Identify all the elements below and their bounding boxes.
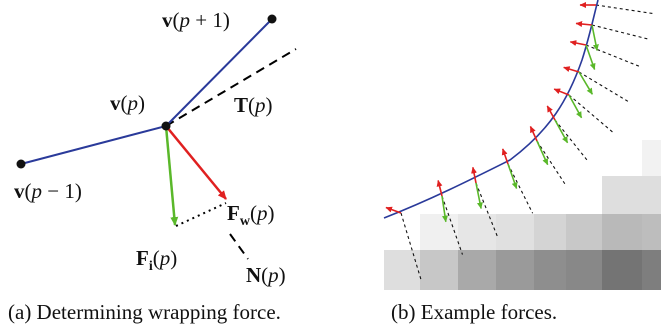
caption-panel-b: (b) Example forces. <box>391 300 558 324</box>
wrapping-force-arrow <box>165 125 227 200</box>
normal-guide <box>595 4 656 15</box>
label-wrapping-force: Fw(p) <box>227 201 274 229</box>
wrapping-force-vector <box>436 179 443 197</box>
pixel-block <box>534 250 566 290</box>
pixel-block <box>458 250 496 290</box>
panel-a-diagram: v(p + 1) v(p) T(p) v(p − 1) Fw(p) Fi(p) … <box>14 8 297 287</box>
normal-guide <box>578 71 631 104</box>
grayscale-image-background <box>384 140 661 290</box>
label-v-prev: v(p − 1) <box>14 179 82 203</box>
contour-segment-next <box>165 18 273 127</box>
vertex-current-point <box>161 121 171 131</box>
pixel-block <box>642 250 661 290</box>
normal-guide <box>400 212 423 283</box>
normal-guide <box>507 163 534 214</box>
pixel-block <box>496 250 534 290</box>
internal-force-vector <box>554 119 569 144</box>
internal-force-vector <box>568 94 583 119</box>
pixel-block <box>458 214 496 250</box>
normal-guide-lines <box>400 4 656 283</box>
internal-force-vector <box>441 195 448 223</box>
normal-guide <box>585 44 642 68</box>
pixel-block <box>496 214 534 250</box>
contour-segment-prev <box>20 125 167 165</box>
internal-force-vector <box>578 71 594 95</box>
label-tangent: T(p) <box>234 93 273 117</box>
wrapping-force-vector <box>546 105 556 121</box>
wrapping-force-vector <box>569 40 587 46</box>
pixel-block <box>642 214 661 250</box>
wrapping-force-vector <box>501 148 509 165</box>
pixel-block <box>642 140 661 176</box>
normal-dashed-line <box>229 233 249 260</box>
wrapping-force-vector <box>385 206 402 214</box>
vertex-prev-point <box>16 159 26 169</box>
internal-force-arrow <box>164 125 179 226</box>
caption-panel-a: (a) Determining wrapping force. <box>8 300 281 324</box>
tangent-dashed-line <box>165 48 297 127</box>
internal-force-vector <box>585 44 596 71</box>
internal-force-vector <box>475 182 483 209</box>
normal-guide <box>591 24 651 41</box>
pixel-block <box>384 250 420 290</box>
wrapping-force-vector <box>471 166 477 184</box>
wrapping-force-vector <box>553 88 570 96</box>
pixel-block <box>602 214 642 250</box>
pixel-block <box>566 214 602 250</box>
projection-dotted-line <box>175 202 227 227</box>
wrapping-force-vector <box>529 125 538 142</box>
normal-guide <box>475 182 499 238</box>
label-normal: N(p) <box>246 263 286 287</box>
wrapping-force-vector <box>575 21 593 27</box>
pixel-block <box>534 214 566 250</box>
label-internal-force: Fi(p) <box>136 246 177 274</box>
force-arrows <box>385 2 599 223</box>
internal-force-vector <box>507 163 518 190</box>
vertex-next-point <box>267 14 277 24</box>
pixel-block <box>602 176 661 214</box>
internal-force-vector <box>536 140 549 166</box>
normal-guide <box>554 119 588 161</box>
pixel-block <box>602 250 642 290</box>
normal-guide <box>441 195 464 255</box>
pixel-block <box>420 250 458 290</box>
pixel-block <box>566 250 602 290</box>
pixel-block <box>420 214 458 250</box>
contour-curve <box>383 0 599 219</box>
wrapping-force-vector <box>563 66 580 73</box>
panel-b-diagram <box>383 0 661 290</box>
label-v-next: v(p + 1) <box>162 8 230 32</box>
normal-guide <box>536 140 566 185</box>
internal-force-vector <box>591 24 599 51</box>
normal-guide <box>568 94 616 135</box>
label-v-current: v(p) <box>110 91 145 115</box>
